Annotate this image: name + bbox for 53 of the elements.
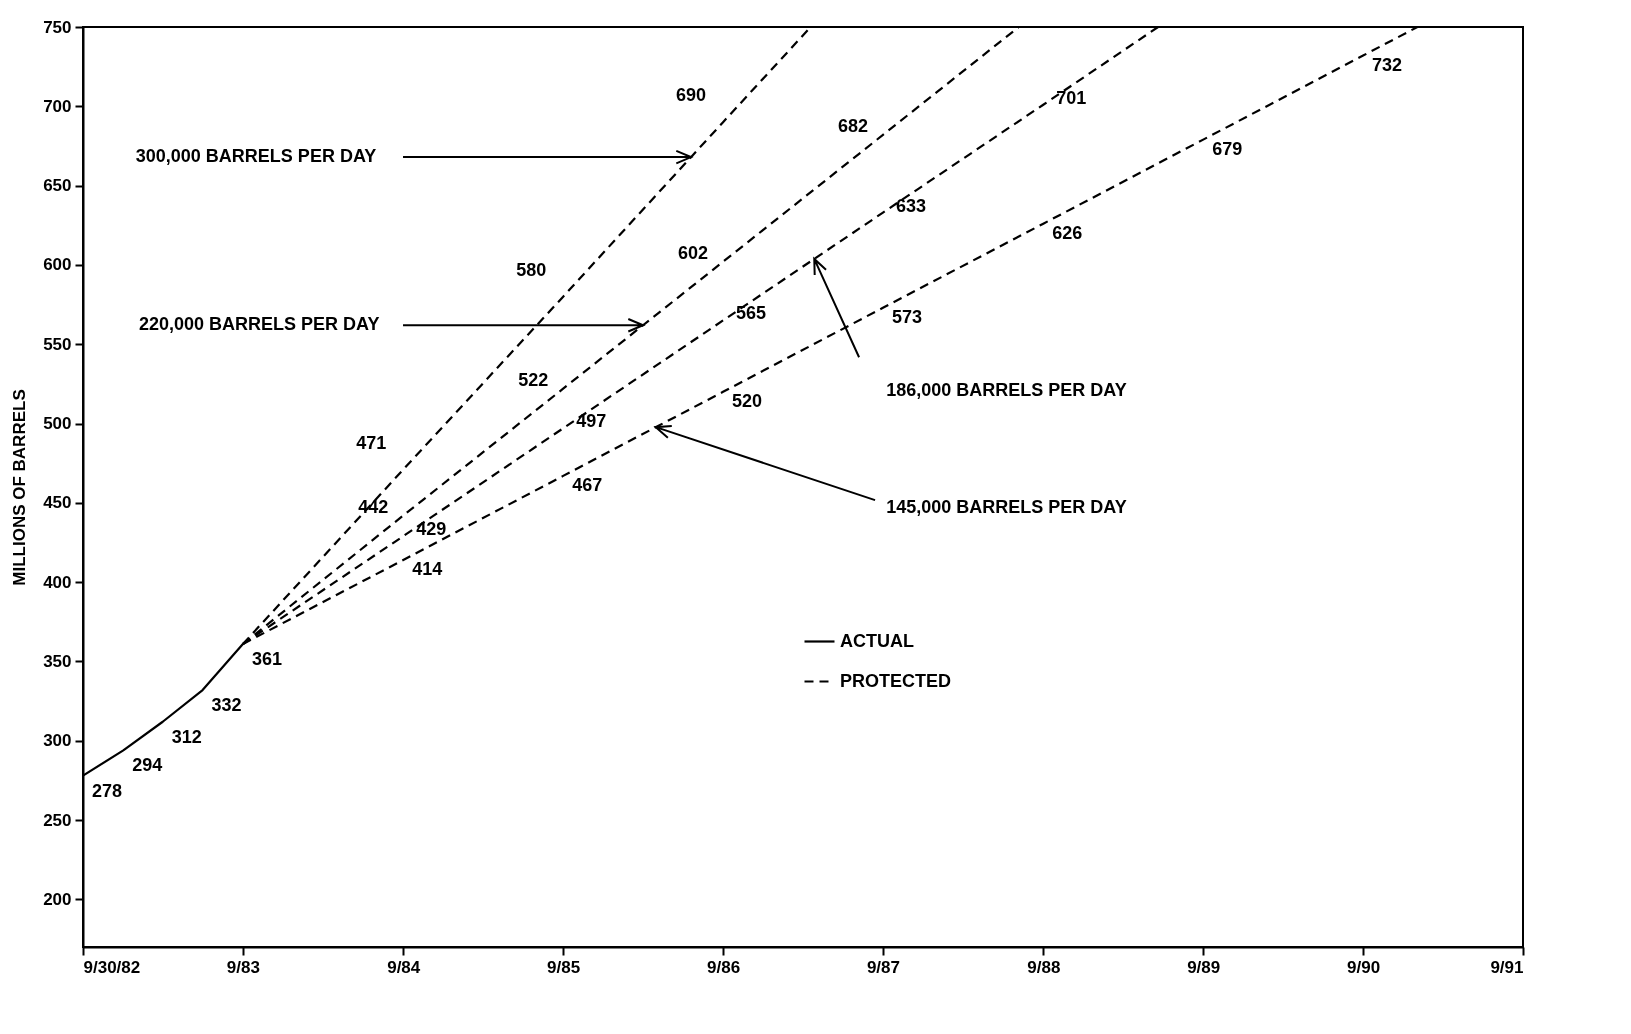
annotation: 220,000 BARRELS PER DAY: [139, 314, 380, 335]
data-label: 602: [678, 242, 709, 263]
x-tick-label: 9/30/82: [83, 957, 141, 977]
y-tick-label: 200: [43, 889, 72, 909]
data-label: 278: [91, 780, 123, 801]
x-tick-label: 9/87: [866, 957, 900, 977]
data-label: 361: [251, 649, 282, 670]
x-tick-label: 9/90: [1347, 957, 1381, 977]
y-tick-label: 750: [43, 17, 72, 37]
x-tick-label: 9/88: [1027, 957, 1061, 977]
y-tick-label: 450: [43, 493, 72, 513]
y-tick-label: 350: [43, 651, 72, 671]
annotation: 186,000 BARRELS PER DAY: [886, 379, 1127, 400]
data-label: 679: [1212, 138, 1243, 159]
x-tick-label: 9/83: [226, 957, 260, 977]
data-label: 467: [572, 474, 603, 495]
y-tick-label: 500: [43, 414, 72, 434]
legend-label: ACTUAL: [840, 630, 914, 651]
data-label: 580: [516, 259, 547, 280]
data-label: 414: [412, 558, 443, 579]
annotation: PROTECTED: [840, 670, 952, 691]
y-tick-label: 600: [43, 255, 72, 275]
y-axis-title: MILLIONS OF BARRELS: [10, 389, 30, 586]
data-label: 682: [837, 115, 868, 136]
y-tick-label: 550: [43, 334, 72, 354]
data-label: 442: [358, 496, 389, 517]
data-label: 294: [132, 755, 163, 776]
data-label: 312: [171, 726, 202, 747]
y-tick-label: 250: [43, 810, 72, 830]
data-label: 633: [895, 195, 926, 216]
data-label: 471: [356, 432, 387, 453]
data-label: 690: [676, 85, 707, 106]
x-tick-label: 9/85: [547, 957, 581, 977]
data-label: 626: [1052, 222, 1083, 243]
annotation: 300,000 BARRELS PER DAY: [135, 146, 377, 167]
data-label: 429: [416, 519, 447, 540]
y-tick-label: 650: [43, 176, 72, 196]
x-tick-label: 9/84: [387, 957, 421, 977]
y-tick-label: 700: [43, 96, 72, 116]
data-label: 732: [1372, 54, 1403, 75]
data-label: 701: [1056, 87, 1087, 108]
data-label: 573: [891, 306, 922, 327]
data-label: 522: [518, 369, 549, 390]
x-tick-label: 9/91: [1490, 957, 1524, 977]
x-tick-label: 9/86: [707, 957, 741, 977]
annotation: 145,000 BARRELS PER DAY: [886, 497, 1127, 518]
data-label: 497: [576, 411, 607, 432]
data-label: 332: [211, 695, 242, 716]
y-tick-label: 300: [43, 731, 72, 751]
data-label: 520: [732, 390, 763, 411]
y-tick-label: 400: [43, 572, 72, 592]
x-tick-label: 9/89: [1187, 957, 1221, 977]
data-label: 565: [736, 303, 767, 324]
